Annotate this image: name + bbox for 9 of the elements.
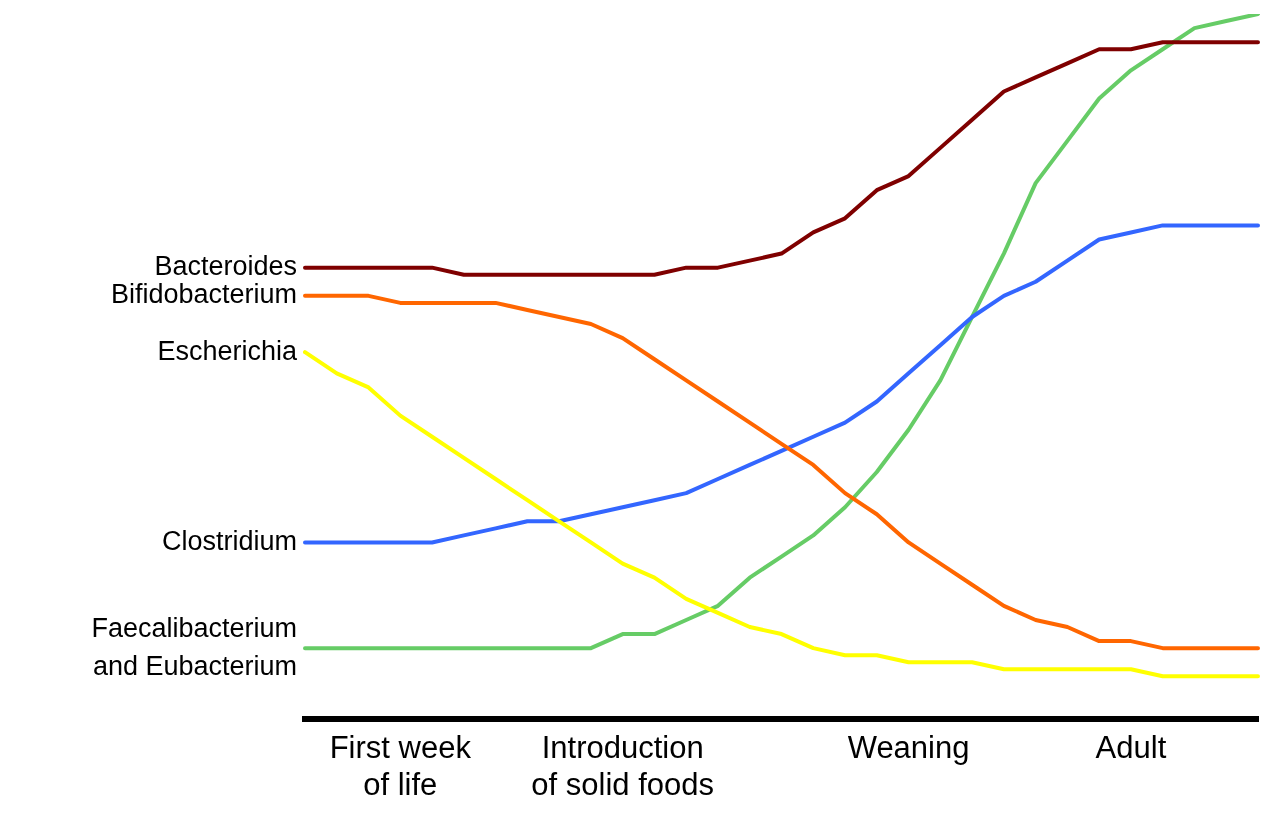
series-label: Bifidobacterium: [110, 279, 297, 310]
series-label: Clostridium: [161, 525, 297, 556]
series-label: Faecalibacterium and Eubacterium: [91, 612, 297, 681]
x-tick-label: Weaning: [847, 729, 970, 765]
x-tick-label: Introduction of solid foods: [531, 729, 714, 802]
x-tick-label: Adult: [1095, 729, 1167, 765]
x-tick-label: First week of life: [329, 729, 472, 802]
series-label: Bacteroides: [154, 251, 297, 282]
series-label: Escherichia: [157, 335, 298, 366]
